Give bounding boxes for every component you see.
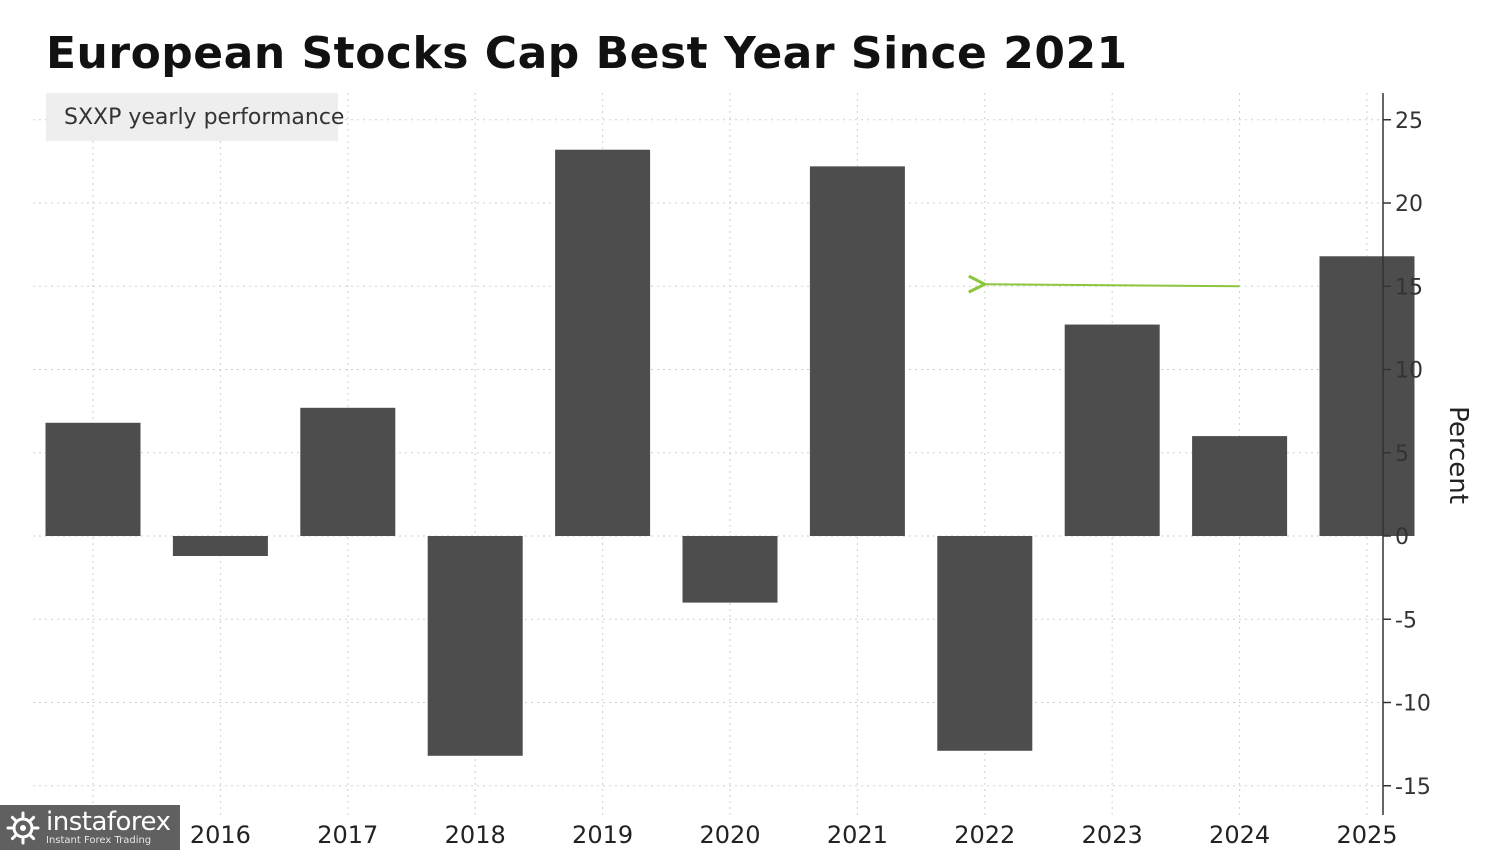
y-tick-label: 25 [1395,109,1423,134]
bar-2019 [555,149,651,536]
y-tick-label: 15 [1395,275,1423,300]
y-axis: 25 20 15 10 5 0 -5 -10 -15 [1382,93,1431,815]
chart-title: European Stocks Cap Best Year Since 2021 [46,28,1128,79]
bar-2020 [682,536,778,603]
watermark-tagline: Instant Forex Trading [46,835,152,846]
y-axis-title: Percent [1443,406,1473,504]
y-tick-label: 10 [1395,359,1423,384]
bar-2025 [1319,256,1415,536]
x-tick-label-2019: 2019 [572,821,633,849]
bar-2021 [809,166,905,536]
x-tick-label-2016: 2016 [190,821,251,849]
x-tick-label-2022: 2022 [954,821,1015,849]
gear-logo-icon [6,811,40,844]
x-tick-label-2025: 2025 [1336,821,1397,849]
bar-2018 [427,536,523,756]
chart-legend: SXXP yearly performance [46,93,344,141]
x-tick-label-2018: 2018 [445,821,506,849]
y-tick-label: 20 [1395,192,1423,217]
watermark-brand: instaforex [46,807,171,837]
bar-2016 [172,536,268,556]
legend-label: SXXP yearly performance [64,104,345,130]
annotation-arrow [985,284,1240,286]
x-tick-label-2024: 2024 [1209,821,1270,849]
bar-2023 [1064,324,1160,536]
y-tick-label: 0 [1395,525,1409,550]
watermark-logo: instaforex Instant Forex Trading [0,805,180,850]
bar-2024 [1192,436,1288,536]
y-tick-label: -15 [1395,775,1431,800]
bar-2017 [300,407,396,536]
x-tick-label-2020: 2020 [699,821,760,849]
bar-2015 [45,422,141,536]
y-tick-label: -10 [1395,692,1431,717]
x-tick-label-2017: 2017 [317,821,378,849]
annotation-layer [985,284,1240,286]
x-tick-label-2021: 2021 [827,821,888,849]
x-axis: 2015201620172018201920202021202220232024… [62,821,1397,849]
bar-layer [45,149,1415,756]
y-tick-label: -5 [1395,608,1417,633]
y-tick-label: 5 [1395,442,1409,467]
x-tick-label-2023: 2023 [1082,821,1143,849]
bar-2022 [937,536,1033,751]
grid-layer [33,93,1383,815]
